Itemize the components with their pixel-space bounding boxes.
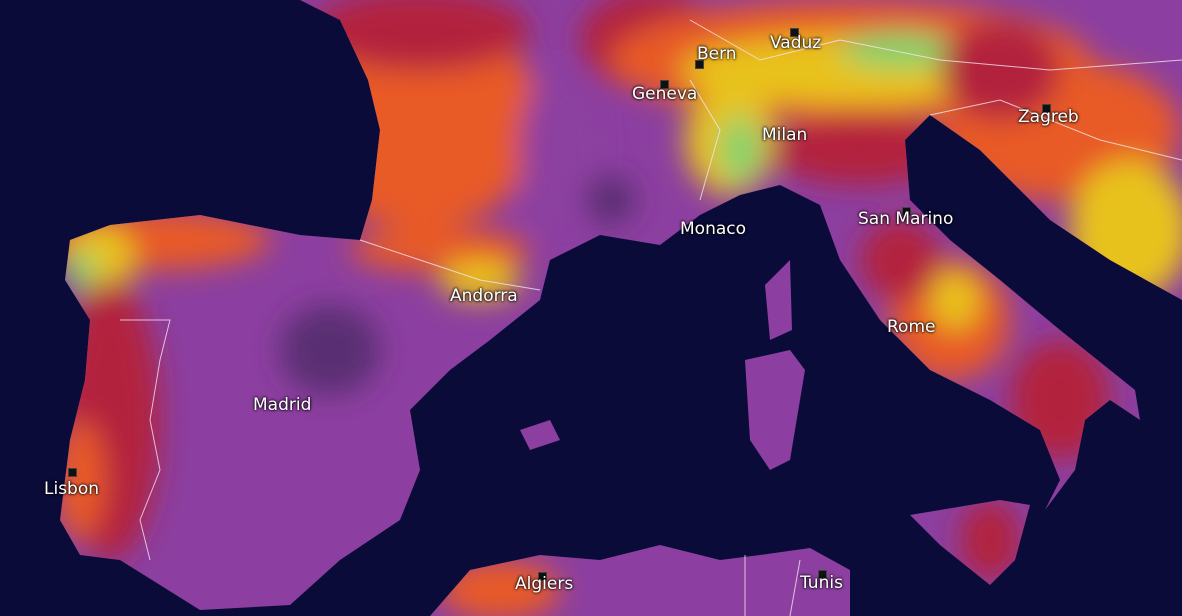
city-label-andorra: Andorra <box>450 286 518 306</box>
city-marker <box>818 570 827 579</box>
city-marker <box>1042 104 1051 113</box>
city-marker <box>695 60 704 69</box>
city-marker <box>790 28 799 37</box>
city-label-vaduz: Vaduz <box>770 33 822 53</box>
city-label-san-marino: San Marino <box>858 209 954 229</box>
city-label-geneva: Geneva <box>632 84 698 104</box>
city-label-milan: Milan <box>762 125 808 145</box>
city-label-madrid: Madrid <box>253 395 312 415</box>
city-label-algiers: Algiers <box>515 574 574 594</box>
city-label-monaco: Monaco <box>680 219 747 239</box>
city-label-bern: Bern <box>697 44 737 64</box>
country-borders <box>120 19 1182 616</box>
city-label-rome: Rome <box>887 317 936 337</box>
city-marker <box>660 80 669 89</box>
city-label-tunis: Tunis <box>800 573 843 593</box>
city-marker <box>902 207 911 216</box>
city-label-zagreb: Zagreb <box>1018 107 1079 127</box>
city-marker <box>538 572 547 581</box>
city-label-lisbon: Lisbon <box>44 479 100 499</box>
city-marker <box>68 468 77 477</box>
